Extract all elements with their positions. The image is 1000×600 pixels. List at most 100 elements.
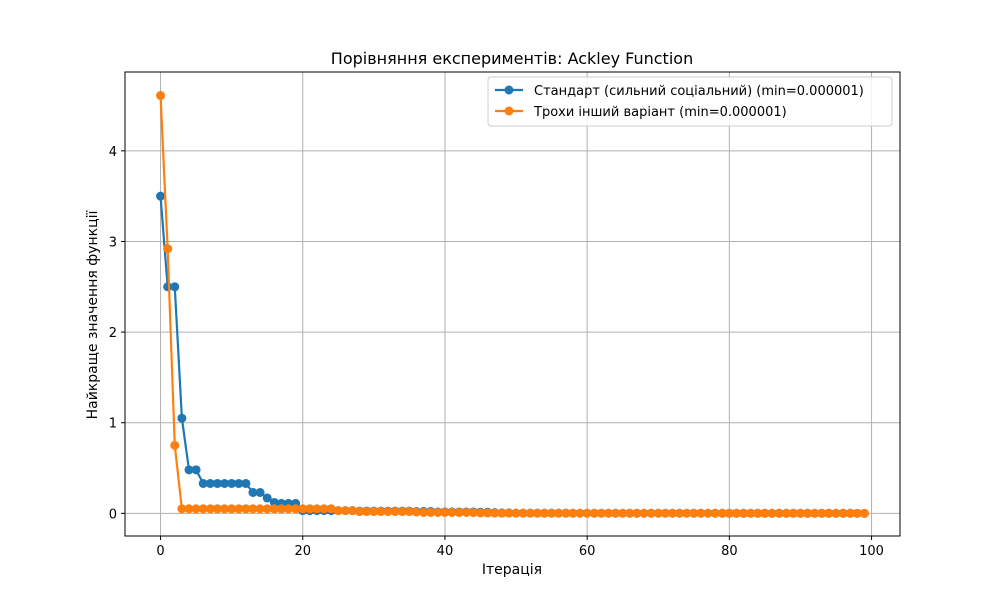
- series-2-point: [540, 508, 549, 518]
- series-2-point: [767, 508, 777, 518]
- series-1-point: [248, 488, 258, 497]
- series-2-point: [603, 508, 613, 518]
- series-2-point: [660, 508, 670, 518]
- series-2-point: [852, 508, 862, 518]
- series-2-point: [824, 508, 834, 518]
- series-2-point: [348, 506, 358, 516]
- series-2-point: [376, 507, 386, 517]
- series-2-point: [262, 504, 272, 514]
- series-2: [156, 91, 869, 518]
- series-2-point: [589, 508, 599, 518]
- x-tick-label: 20: [294, 544, 311, 559]
- series-2-point: [710, 508, 720, 518]
- y-tick-label: 4: [109, 145, 117, 160]
- series-2-point: [803, 508, 813, 518]
- series-2-point: [333, 506, 343, 516]
- series-2-point: [838, 508, 848, 518]
- series-2-point: [831, 508, 841, 518]
- series-2-point: [312, 504, 322, 514]
- series-2-point: [724, 508, 734, 518]
- series-2-point: [220, 504, 230, 514]
- series-2-point: [461, 507, 471, 517]
- series-2-point: [518, 508, 528, 518]
- series-2-point: [760, 508, 770, 518]
- plot-area-frame: [124, 71, 901, 537]
- series-1-point: [184, 465, 194, 475]
- y-tick-label: 1: [109, 417, 117, 432]
- series-2-point: [497, 508, 507, 518]
- legend-frame: [487, 76, 893, 127]
- series-2-point: [845, 508, 855, 518]
- series-2-point: [454, 507, 464, 517]
- series-2-point: [568, 508, 578, 518]
- series-2-point: [525, 508, 535, 518]
- series-2-point: [419, 507, 429, 517]
- series-1-point: [269, 497, 279, 507]
- x-tick-label: 60: [579, 544, 596, 559]
- legend-marker-series-2: [504, 106, 514, 116]
- series-2-point: [810, 508, 820, 518]
- series-2-point: [269, 504, 279, 514]
- series-2-point: [753, 508, 763, 518]
- series-2-point: [241, 504, 251, 514]
- series-2-point: [305, 504, 315, 514]
- x-tick-label: 0: [156, 544, 164, 559]
- y-tick-label: 2: [109, 326, 117, 341]
- series-2-point: [212, 504, 222, 514]
- legend-label-series-1: Стандарт (сильний соціальний) (min=0.000…: [534, 84, 864, 99]
- series-2-point: [746, 508, 756, 518]
- chart-title: Порівняння експериментів: Ackley Functio…: [331, 49, 693, 68]
- series-2-point: [412, 507, 422, 517]
- series-layer: [156, 91, 869, 518]
- series-2-point: [291, 504, 301, 514]
- series-2-point: [369, 507, 379, 517]
- legend-marker-series-1: [504, 85, 514, 95]
- series-2-point: [575, 508, 585, 518]
- series-2-point: [205, 504, 215, 514]
- series-2-point: [326, 504, 336, 514]
- series-2-point: [554, 508, 564, 518]
- y-tick-label: 0: [109, 507, 117, 522]
- series-2-point: [817, 508, 827, 518]
- series-2-point: [859, 508, 869, 518]
- series-2-point: [276, 504, 286, 514]
- y-tick-label: 3: [109, 235, 117, 250]
- series-2-point: [234, 504, 244, 514]
- series-2-point: [184, 504, 194, 514]
- series-1-point: [241, 478, 251, 488]
- x-tick-label: 40: [437, 544, 454, 559]
- series-1-point: [212, 478, 222, 488]
- series-2-point: [383, 507, 393, 517]
- series-2-point: [618, 508, 628, 518]
- series-2-point: [255, 504, 265, 514]
- series-2-point: [739, 508, 749, 518]
- series-2-point: [781, 508, 791, 518]
- series-1-point: [205, 478, 215, 488]
- series-1-point: [170, 282, 180, 292]
- series-1-point: [191, 465, 201, 475]
- series-2-point: [476, 508, 485, 518]
- series-2-point: [156, 91, 166, 101]
- series-2-point: [362, 507, 372, 517]
- series-2-point: [532, 508, 542, 518]
- series-2-point: [611, 508, 621, 518]
- x-tick-label: 100: [859, 544, 884, 559]
- series-2-point: [675, 508, 685, 518]
- series-2-point: [717, 508, 727, 518]
- series-2-point: [319, 504, 329, 514]
- series-2-point: [511, 508, 521, 518]
- x-axis-title: Ітерація: [482, 562, 542, 578]
- series-2-point: [163, 244, 173, 254]
- series-2-point: [284, 504, 294, 514]
- series-1-point: [177, 413, 187, 423]
- series-1-point: [262, 493, 272, 503]
- series-2-point: [355, 507, 365, 517]
- series-2-point: [561, 508, 571, 518]
- series-2-point: [703, 508, 713, 518]
- series-2-point: [667, 508, 677, 518]
- x-tick-label: 80: [721, 544, 738, 559]
- series-2-point: [177, 504, 187, 514]
- series-2-point: [227, 504, 237, 514]
